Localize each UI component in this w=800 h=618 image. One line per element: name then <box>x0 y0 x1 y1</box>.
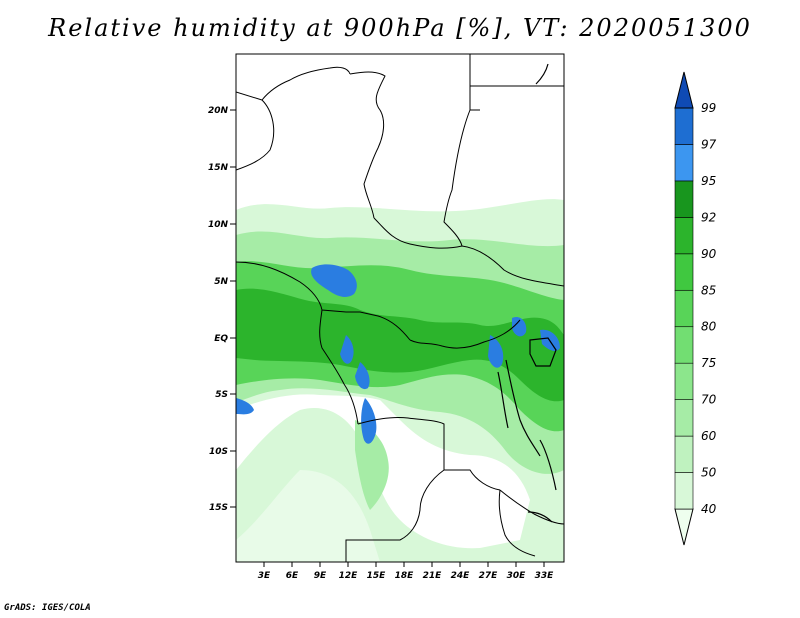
contour-95-west <box>311 264 357 297</box>
colorbar-segment <box>674 435 694 473</box>
lon-label: 6E <box>286 571 299 581</box>
colorbar-label: 40 <box>701 502 717 516</box>
lon-label: 21E <box>423 571 443 581</box>
colorbar-label: 99 <box>701 101 716 115</box>
lon-label: 12E <box>339 571 359 581</box>
contour-70-80-sw <box>355 420 389 510</box>
lon-label: 15E <box>367 571 387 581</box>
colorbar-label: 50 <box>701 466 717 480</box>
lat-labels: 20N 15N 10N 5N EQ 5S 10S 15S <box>208 106 229 513</box>
lat-label: 10S <box>209 447 228 457</box>
lat-label: 5N <box>214 277 228 287</box>
lon-label: 3E <box>258 571 271 581</box>
colorbar-segment <box>674 362 694 400</box>
lon-label: 18E <box>395 571 415 581</box>
lat-label: 20N <box>208 106 229 116</box>
map-frame <box>235 53 565 563</box>
colorbar-label: 97 <box>701 137 717 151</box>
colorbar-arrow-high <box>674 71 694 109</box>
colorbar-label: 80 <box>701 320 717 334</box>
country-borders <box>236 54 564 562</box>
contour-95-congo <box>340 335 370 390</box>
lon-label: 30E <box>507 571 527 581</box>
lon-labels: 3E 6E 9E 12E 15E 18E 21E 24E 27E 30E 33E <box>258 571 554 581</box>
colorbar: 40 50 60 70 75 80 85 90 92 95 97 99 <box>674 71 717 546</box>
colorbar-arrow-low <box>674 508 694 546</box>
colorbar-label: 60 <box>701 429 717 443</box>
lat-axis <box>230 109 236 508</box>
colorbar-label: 75 <box>701 356 716 370</box>
humidity-map <box>236 54 564 562</box>
colorbar-segment <box>674 107 694 145</box>
grads-credit: GrADS: IGES/COLA <box>4 603 91 613</box>
lon-axis <box>263 562 545 567</box>
colorbar-label: 92 <box>701 210 716 224</box>
colorbar-segment <box>674 289 694 328</box>
lon-label: 33E <box>535 571 555 581</box>
colorbar-segment <box>674 217 694 255</box>
lon-label: 24E <box>451 571 471 581</box>
contour-95-atlantic <box>236 398 254 415</box>
lat-label: 15N <box>208 163 229 173</box>
colorbar-segment <box>674 399 694 437</box>
colorbar-segment <box>674 144 694 182</box>
colorbar-label: 90 <box>701 247 717 261</box>
colorbar-segment <box>674 326 694 364</box>
lon-label: 9E <box>314 571 327 581</box>
map-title: Relative humidity at 900hPa [%], VT: 202… <box>48 14 752 42</box>
colorbar-label: 85 <box>701 283 716 297</box>
colorbar-segment <box>674 253 694 291</box>
lat-label: 10N <box>208 220 229 230</box>
lat-label: 15S <box>209 503 228 513</box>
contour-40-60-south <box>236 470 380 562</box>
lakes <box>497 63 557 523</box>
colorbar-label: 70 <box>701 393 717 407</box>
contour-95-east <box>488 316 560 368</box>
lat-label: EQ <box>214 334 228 344</box>
colorbar-segment <box>674 180 694 218</box>
lon-label: 27E <box>479 571 499 581</box>
colorbar-label: 95 <box>701 174 716 188</box>
colorbar-segment <box>674 472 694 510</box>
lat-label: 5S <box>215 390 228 400</box>
contour-90-95 <box>236 288 564 402</box>
